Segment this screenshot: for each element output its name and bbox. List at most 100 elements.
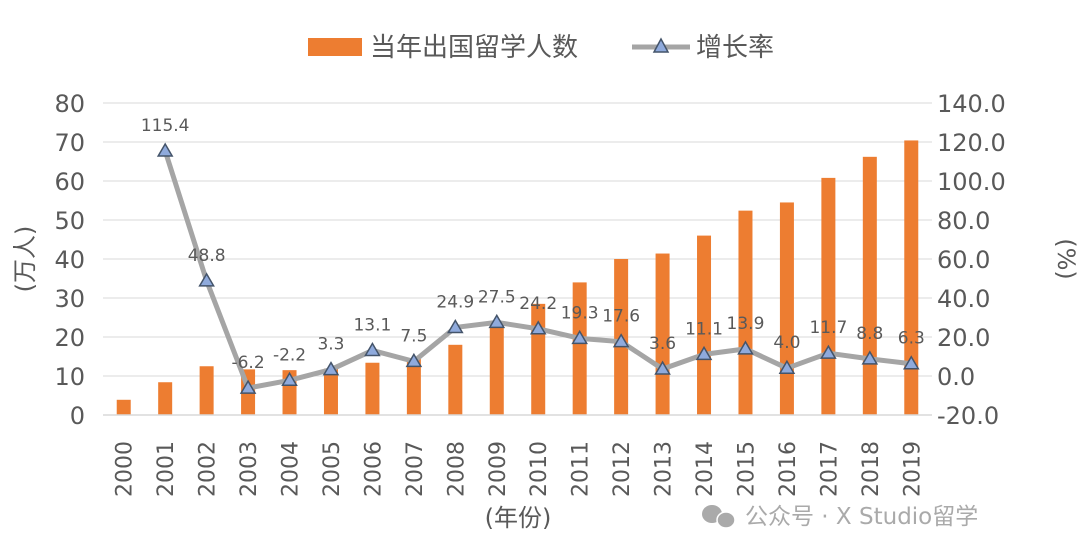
- growth-marker-2002: [198, 272, 215, 287]
- watermark: 公众号 · X Studio留学: [702, 504, 978, 530]
- growth-marker-2009: [488, 313, 506, 329]
- y-tick-label: 0: [70, 402, 85, 430]
- x-tick-label: 2005: [320, 441, 345, 497]
- bar-2017: [821, 177, 836, 415]
- y-tick-label: 70: [54, 129, 85, 157]
- bar-2005: [323, 368, 338, 415]
- growth-data-label: 3.6: [649, 334, 676, 354]
- x-tick-label: 2002: [196, 441, 221, 497]
- growth-marker-2019: [902, 355, 920, 370]
- growth-marker-2015: [737, 340, 754, 355]
- bar-2007: [406, 358, 421, 415]
- bar-2019: [904, 140, 919, 415]
- x-tick-label: 2008: [444, 441, 469, 497]
- x-tick-label: 2017: [817, 441, 842, 497]
- growth-marker-2014: [695, 345, 713, 361]
- y-tick-label: 50: [54, 207, 85, 235]
- growth-data-label: 24.9: [436, 292, 474, 312]
- growth-marker-2013: [654, 360, 671, 375]
- growth-marker-2010: [529, 320, 547, 335]
- y-axis-title: (万人): [11, 226, 39, 293]
- x-axis-title: (年份): [485, 504, 552, 532]
- y2-tick-label: 140.0: [937, 90, 1006, 118]
- bar-2014: [697, 235, 712, 415]
- wechat-icon: [702, 505, 736, 529]
- growth-data-label: 115.4: [141, 116, 190, 136]
- y2-axis-title: (%): [1052, 238, 1080, 280]
- x-tick-label: 2006: [361, 441, 386, 497]
- growth-data-label: 48.8: [188, 246, 226, 266]
- y2-tick-label: 20.0: [937, 324, 990, 352]
- growth-marker-2003: [239, 379, 257, 394]
- bar-2008: [448, 344, 463, 415]
- bar-2018: [862, 156, 877, 415]
- y2-tick-label: -20.0: [937, 402, 999, 430]
- y2-tick-label: 80.0: [937, 207, 990, 235]
- bar-2000: [116, 399, 131, 415]
- legend-marker-triangle-icon: [652, 37, 670, 53]
- x-tick-label: 2000: [113, 441, 138, 497]
- x-tick-label: 2019: [900, 441, 925, 497]
- x-tick-label: 2003: [237, 441, 262, 497]
- x-tick-label: 2009: [486, 441, 511, 497]
- y-tick-label: 20: [54, 324, 85, 352]
- growth-marker-2008: [447, 318, 464, 334]
- growth-data-label: 3.3: [317, 335, 344, 355]
- growth-data-label: 27.5: [478, 287, 516, 307]
- bar-2015: [738, 210, 753, 415]
- y-tick-label: 10: [54, 363, 85, 391]
- x-tick-label: 2014: [693, 441, 718, 497]
- growth-data-label: 11.1: [685, 319, 723, 339]
- growth-data-label: 13.9: [727, 314, 765, 334]
- x-tick-label: 2010: [527, 441, 552, 497]
- y2-tick-label: 100.0: [937, 168, 1006, 196]
- growth-marker-2017: [820, 344, 837, 359]
- growth-data-label: 19.3: [561, 303, 599, 323]
- x-tick-label: 2007: [403, 441, 428, 497]
- growth-data-label: 11.7: [809, 318, 847, 338]
- legend-label-line: 增长率: [696, 33, 774, 63]
- growth-data-label: -2.2: [273, 345, 306, 365]
- growth-data-label: 8.8: [856, 324, 883, 344]
- y2-tick-label: 40.0: [937, 285, 990, 313]
- growth-data-label: 7.5: [400, 326, 427, 346]
- growth-marker-2004: [281, 371, 298, 387]
- growth-marker-2018: [861, 350, 879, 365]
- y2-tick-label: 60.0: [937, 246, 990, 274]
- growth-marker-2005: [322, 361, 340, 376]
- y-tick-label: 30: [54, 285, 85, 313]
- x-tick-label: 2011: [569, 441, 594, 497]
- growth-marker-2007: [405, 352, 423, 368]
- growth-data-label: -6.2: [231, 353, 264, 373]
- x-tick-label: 2015: [734, 441, 759, 497]
- watermark-text: 公众号 · X Studio留学: [745, 504, 978, 530]
- growth-marker-2006: [364, 341, 381, 357]
- x-tick-label: 2001: [154, 441, 179, 497]
- y-tick-label: 60: [54, 168, 85, 196]
- legend-swatch-bar: [308, 38, 362, 56]
- x-tick-label: 2018: [859, 441, 884, 497]
- legend: 当年出国留学人数 增长率: [308, 33, 774, 63]
- growth-data-label: 17.6: [602, 307, 640, 327]
- legend-label-bar: 当年出国留学人数: [370, 33, 578, 63]
- bar-2009: [489, 325, 504, 415]
- growth-data-label: 24.2: [519, 294, 557, 314]
- x-tick-label: 2004: [279, 441, 304, 497]
- growth-marker-2012: [612, 333, 630, 348]
- x-tick-label: 2013: [652, 441, 677, 497]
- bar-2016: [779, 202, 794, 415]
- growth-marker-2016: [778, 359, 796, 374]
- growth-data-label: 4.0: [773, 333, 800, 353]
- bar-2002: [199, 366, 214, 415]
- growth-marker-2011: [571, 329, 588, 345]
- x-tick-label: 2016: [776, 441, 801, 497]
- bar-2001: [158, 382, 173, 415]
- y-tick-label: 40: [54, 246, 85, 274]
- bar-2011: [572, 282, 587, 415]
- y2-tick-label: 0.0: [937, 363, 975, 391]
- bar-2006: [365, 362, 380, 415]
- growth-data-label: 6.3: [898, 329, 925, 349]
- growth-marker-2001: [156, 142, 174, 157]
